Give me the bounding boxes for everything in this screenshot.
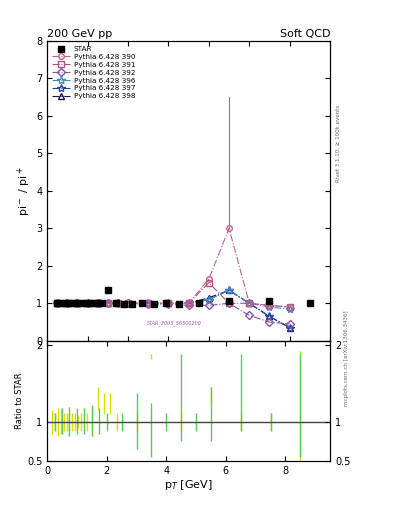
Text: mcplots.cern.ch [arXiv:1306.3436]: mcplots.cern.ch [arXiv:1306.3436] (344, 311, 349, 406)
Y-axis label: pi$^-$ / pi$^+$: pi$^-$ / pi$^+$ (16, 166, 33, 216)
Text: 200 GeV pp: 200 GeV pp (47, 29, 112, 39)
Text: Soft QCD: Soft QCD (280, 29, 330, 39)
Text: STAR_2005_S6500200: STAR_2005_S6500200 (147, 320, 202, 326)
Y-axis label: Ratio to STAR: Ratio to STAR (15, 373, 24, 429)
X-axis label: p$_T$ [GeV]: p$_T$ [GeV] (164, 478, 213, 493)
Text: Rivet 3.1.10, ≥ 100k events: Rivet 3.1.10, ≥ 100k events (336, 105, 341, 182)
Legend: STAR, Pythia 6.428 390, Pythia 6.428 391, Pythia 6.428 392, Pythia 6.428 396, Py: STAR, Pythia 6.428 390, Pythia 6.428 391… (51, 45, 137, 101)
